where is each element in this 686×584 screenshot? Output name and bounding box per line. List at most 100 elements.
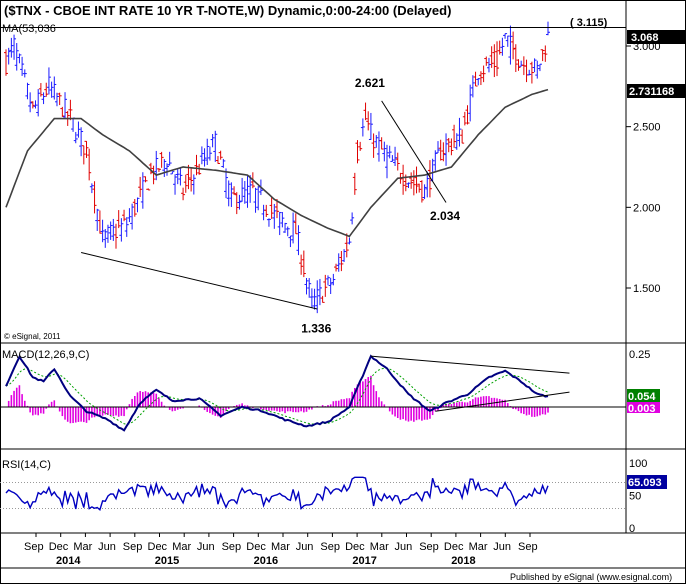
price-annotation: 2.621 bbox=[355, 76, 385, 90]
price-bar bbox=[524, 59, 529, 83]
macd-axis-ticks: 0.25 bbox=[629, 349, 650, 361]
price-bar bbox=[170, 171, 175, 175]
price-bar bbox=[537, 63, 542, 72]
price-bar bbox=[151, 165, 156, 185]
price-bar bbox=[476, 78, 481, 86]
rsi-line bbox=[5, 476, 549, 512]
price-bar bbox=[478, 71, 483, 86]
year-label: 2016 bbox=[254, 555, 278, 567]
price-bar bbox=[481, 65, 486, 83]
price-bar bbox=[237, 194, 242, 210]
time-tick-label: Jun bbox=[197, 541, 215, 553]
year-label: 2018 bbox=[451, 555, 475, 567]
price-bar bbox=[92, 181, 97, 214]
price-bar bbox=[114, 223, 119, 249]
price-bar bbox=[350, 212, 355, 225]
price-bar bbox=[199, 146, 204, 165]
moving-average-line bbox=[5, 88, 549, 238]
price-bar bbox=[363, 102, 368, 121]
last-price-tag bbox=[627, 30, 685, 44]
price-bar bbox=[218, 150, 223, 160]
price-bar bbox=[347, 237, 352, 245]
price-bar bbox=[299, 254, 304, 275]
price-bar bbox=[374, 135, 379, 148]
price-bar bbox=[411, 170, 416, 196]
price-bar bbox=[486, 57, 491, 73]
price-bar bbox=[419, 180, 424, 203]
price-bar bbox=[224, 168, 229, 199]
price-bar bbox=[296, 225, 301, 256]
price-bar bbox=[368, 112, 373, 140]
time-tick-label: Sep bbox=[222, 541, 242, 553]
price-bar bbox=[17, 53, 22, 64]
price-bar bbox=[492, 44, 497, 78]
price-bar bbox=[465, 105, 470, 125]
price-bar bbox=[234, 192, 239, 215]
price-bar bbox=[307, 278, 312, 298]
price-bar bbox=[119, 218, 124, 242]
price-bar bbox=[489, 46, 494, 68]
price-bar bbox=[309, 288, 314, 309]
price-bar bbox=[116, 210, 121, 229]
price-bar bbox=[293, 213, 298, 235]
price-bar bbox=[317, 278, 322, 306]
price-bar bbox=[6, 47, 11, 65]
price-bar bbox=[138, 176, 143, 197]
price-bar bbox=[156, 168, 161, 172]
price-bar bbox=[452, 124, 457, 148]
time-tick-label: Dec bbox=[345, 541, 365, 553]
copyright-label: © eSignal, 2011 bbox=[4, 332, 61, 341]
price-bar bbox=[68, 99, 73, 121]
price-bar bbox=[132, 199, 137, 217]
price-bar bbox=[100, 219, 105, 243]
price-bar bbox=[194, 154, 199, 176]
price-bar bbox=[291, 212, 296, 244]
price-bar bbox=[406, 182, 411, 189]
price-bar bbox=[288, 235, 293, 248]
price-bar bbox=[285, 226, 290, 237]
histogram-value-tag bbox=[627, 402, 660, 413]
price-bar bbox=[527, 69, 532, 76]
price-bar bbox=[438, 139, 443, 161]
price-bar bbox=[422, 184, 427, 200]
price-bar bbox=[425, 171, 430, 198]
time-tick-label: Sep bbox=[123, 541, 143, 553]
price-bar bbox=[473, 71, 478, 87]
price-bar bbox=[28, 92, 33, 113]
price-bar bbox=[135, 197, 140, 213]
macd-trendlines bbox=[370, 355, 570, 412]
price-bar bbox=[275, 198, 279, 219]
price-bar bbox=[441, 142, 446, 162]
price-bar bbox=[22, 69, 27, 78]
price-bar bbox=[57, 92, 62, 106]
price-bar bbox=[505, 35, 510, 47]
price-bar bbox=[4, 49, 8, 76]
price-bar bbox=[213, 130, 218, 162]
price-bar bbox=[232, 186, 237, 195]
price-bar bbox=[89, 183, 94, 194]
price-bar bbox=[245, 175, 250, 208]
price-bar bbox=[280, 211, 285, 228]
high-marker: ( 3.115) bbox=[570, 17, 608, 29]
price-bars bbox=[4, 21, 550, 314]
macd-tick-label: 0.25 bbox=[629, 349, 650, 361]
price-bar bbox=[393, 146, 398, 167]
price-tick-label: 2.000 bbox=[633, 202, 661, 214]
price-bar bbox=[229, 182, 234, 207]
price-bar bbox=[221, 158, 226, 168]
price-bar bbox=[376, 131, 381, 162]
price-bar bbox=[543, 45, 548, 62]
price-bar bbox=[328, 277, 333, 295]
price-bar bbox=[301, 250, 306, 278]
price-bar bbox=[435, 141, 440, 154]
price-bar bbox=[97, 210, 102, 234]
time-tick-label: Sep bbox=[24, 541, 44, 553]
price-bar bbox=[215, 156, 220, 164]
year-label: 2015 bbox=[155, 555, 179, 567]
rsi-value-tag bbox=[627, 475, 667, 489]
price-bar bbox=[401, 164, 406, 195]
price-bar bbox=[46, 67, 51, 95]
price-bar bbox=[266, 218, 271, 227]
